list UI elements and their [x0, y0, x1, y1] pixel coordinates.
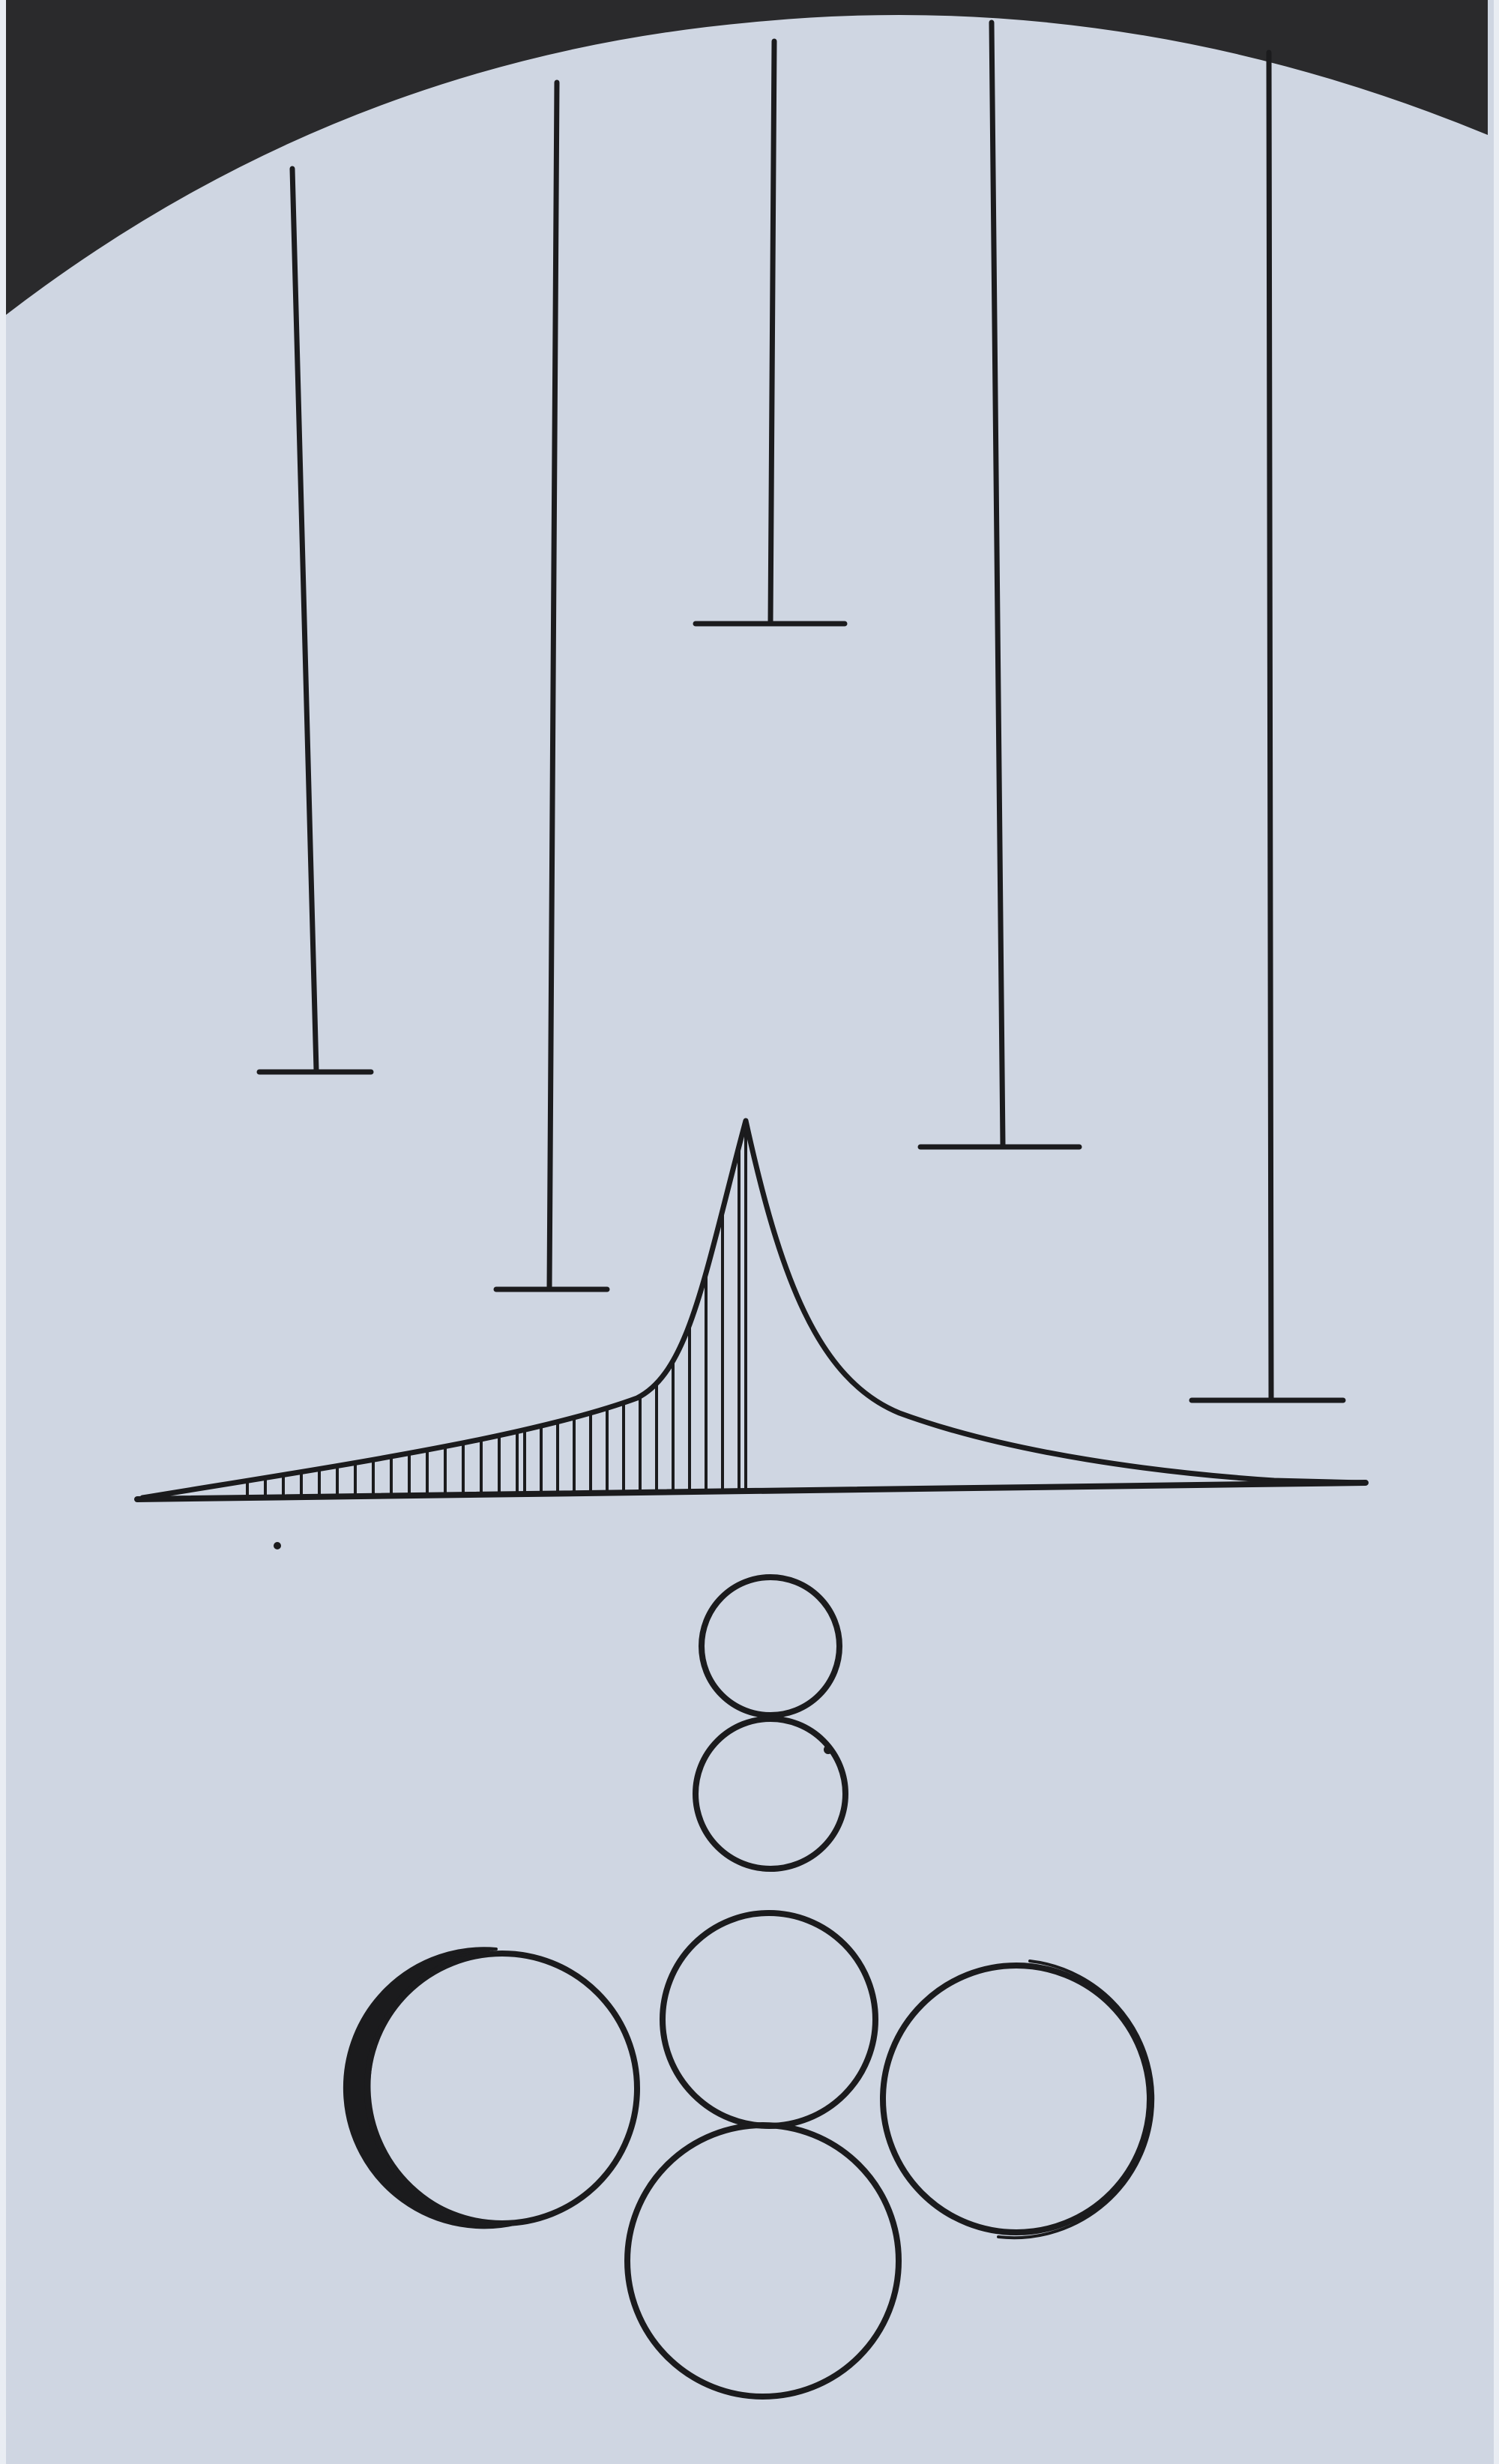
crescent-right — [880, 1960, 1155, 2240]
pendulum-4 — [917, 19, 1082, 1150]
ink-speck — [824, 1745, 833, 1754]
curve-outline — [139, 1118, 1366, 1501]
peak-curve-with-hatching — [134, 1118, 1369, 1502]
pendulum-group — [256, 19, 1346, 1403]
circle-arrangement — [343, 1574, 1155, 2400]
circle-top — [699, 1574, 842, 1718]
pendulum-3 — [693, 38, 848, 627]
circle-bottom — [624, 2122, 902, 2400]
paper-background — [6, 0, 1494, 2464]
crescent-left — [343, 1947, 640, 2229]
pendulum-5 — [1189, 49, 1346, 1403]
curve-baseline — [134, 1480, 1369, 1502]
dark-arc-band — [6, 0, 1488, 315]
circle-upper-middle — [693, 1716, 848, 1872]
curve-hatching — [246, 1120, 747, 1500]
ink-speck — [274, 1542, 281, 1549]
pendulum-2 — [493, 79, 610, 1292]
pendulum-1 — [256, 166, 374, 1075]
